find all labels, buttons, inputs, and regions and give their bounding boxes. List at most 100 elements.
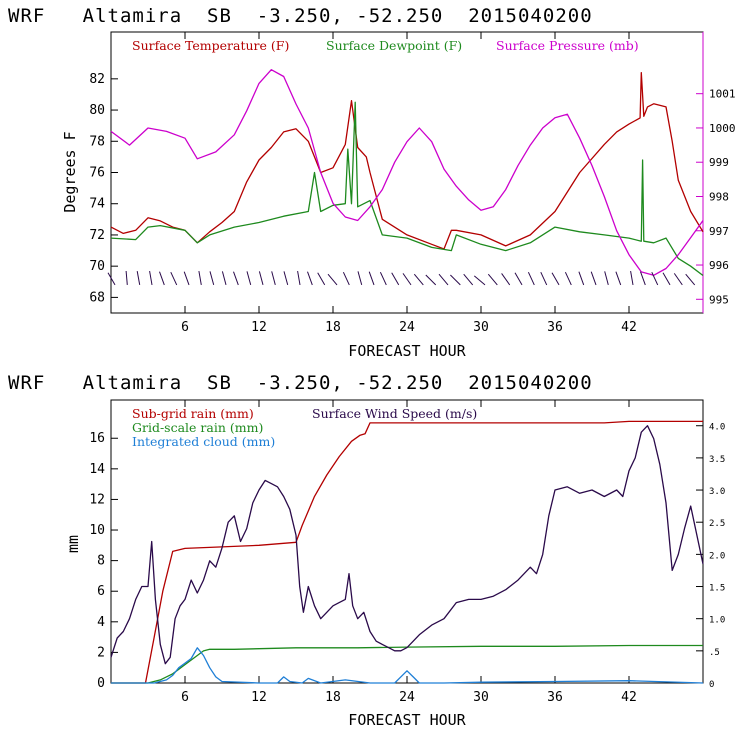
wind-barb (673, 273, 683, 286)
wind-barb (183, 271, 190, 286)
pressure-y-axis: 995 996 997 998 999 1000 1001 (696, 32, 736, 313)
temperature-y-axis-label: Degrees F (61, 131, 79, 212)
rain-x-axis: 6 12 18 24 30 36 42 (181, 400, 637, 705)
y-tick-label: 80 (89, 103, 105, 118)
wind-barb (198, 271, 202, 285)
gridscale-rain-line (111, 644, 703, 684)
x-tick-label: 6 (181, 690, 189, 705)
wind-barb (283, 271, 289, 286)
wind-barb (159, 271, 165, 286)
y-tick-label: 2 (97, 645, 105, 660)
y-tick-label: 68 (89, 290, 105, 305)
y-tick-label: 76 (89, 166, 105, 181)
wind-barb (170, 271, 178, 286)
wind-barb (258, 271, 264, 286)
y2-tick-label: 3.5 (709, 455, 725, 465)
wind-barb (527, 271, 535, 286)
legend-gridscale-rain: Grid-scale rain (mm) (132, 420, 263, 435)
legend-surface-dewpoint: Surface Dewpoint (F) (326, 38, 462, 53)
rain-x-axis-label: FORECAST HOUR (348, 711, 466, 729)
rain-legend: Sub-grid rain (mm) Surface Wind Speed (m… (132, 406, 477, 449)
pressure-line (110, 69, 704, 276)
rain-y-axis-label: mm (64, 535, 82, 553)
y2-tick-label: 996 (709, 259, 729, 272)
dewpoint-line (110, 101, 704, 277)
temperature-legend: Surface Temperature (F) Surface Dewpoint… (132, 38, 639, 53)
y2-tick-label: 4.0 (709, 423, 725, 433)
wind-barb (463, 273, 474, 286)
wind-barb (391, 272, 400, 286)
wind-barb (368, 271, 375, 286)
x-tick-label: 30 (473, 320, 489, 335)
wind-barb (438, 273, 449, 286)
y-tick-label: 4 (97, 615, 105, 630)
integrated-cloud-line (111, 647, 704, 684)
x-tick-label: 36 (547, 320, 563, 335)
wind-barb (307, 271, 313, 286)
legend-surface-wind-speed: Surface Wind Speed (m/s) (312, 406, 477, 421)
rain-series (110, 420, 704, 684)
wind-barb (317, 272, 326, 286)
wind-barb (662, 272, 671, 286)
y-tick-label: 14 (89, 462, 105, 477)
wind-barb (604, 271, 609, 286)
wind-barb (413, 273, 424, 286)
wind-barb (651, 271, 659, 286)
wind-barb (136, 271, 141, 285)
temperature-line (110, 71, 704, 250)
temperature-panel-title: WRF Altamira SB -3.250, -52.250 20150402… (8, 5, 593, 27)
y2-tick-label: 1000 (709, 122, 736, 135)
rain-panel-title: WRF Altamira SB -3.250, -52.250 20150402… (8, 372, 593, 394)
wind-barb (501, 273, 511, 286)
wind-barb (125, 270, 128, 285)
x-tick-label: 18 (325, 320, 341, 335)
wind-barb (246, 271, 252, 286)
wind-barb (640, 271, 646, 286)
x-tick-label: 18 (325, 690, 341, 705)
wind-barb (685, 273, 696, 286)
temperature-x-axis-label: FORECAST HOUR (348, 342, 466, 360)
wind-barb (590, 271, 597, 286)
x-tick-label: 36 (547, 690, 563, 705)
y-tick-label: 72 (89, 228, 105, 243)
x-tick-label: 24 (399, 690, 415, 705)
wind-barb (578, 271, 585, 286)
wind-barb (209, 271, 215, 286)
wind-barb (107, 272, 116, 286)
wind-barbs (107, 270, 696, 286)
y-tick-label: 8 (97, 554, 105, 569)
y2-tick-label: 998 (709, 190, 729, 203)
wind-barb (233, 271, 239, 286)
y-tick-label: 12 (89, 492, 105, 507)
y-tick-label: 70 (89, 259, 105, 274)
wind-speed-line (110, 425, 704, 665)
wind-barb (379, 271, 387, 286)
wind-barb (473, 275, 486, 286)
y2-tick-label: 1.5 (709, 584, 725, 594)
x-tick-label: 42 (621, 690, 637, 705)
wind-barb (221, 271, 227, 286)
y-tick-label: 0 (97, 676, 105, 691)
y2-tick-label: 0 (709, 680, 714, 690)
legend-subgrid-rain: Sub-grid rain (mm) (132, 406, 254, 421)
x-tick-label: 42 (621, 320, 637, 335)
temperature-panel: WRF Altamira SB -3.250, -52.250 20150402… (8, 5, 736, 360)
wind-barb (630, 271, 634, 285)
wind-barb (297, 271, 301, 285)
wind-barb (551, 272, 560, 286)
legend-surface-pressure: Surface Pressure (mb) (496, 38, 639, 53)
wind-barb (514, 272, 523, 286)
y2-tick-label: 3.0 (709, 487, 725, 497)
rain-panel: WRF Altamira SB -3.250, -52.250 20150402… (8, 372, 725, 729)
wind-speed-y-axis: 0 .5 1.0 1.5 2.0 2.5 3.0 3.5 4.0 (696, 423, 725, 690)
wind-barb (564, 271, 572, 286)
legend-surface-temperature: Surface Temperature (F) (132, 38, 289, 53)
wind-barb (342, 271, 350, 286)
y2-tick-label: 2.5 (709, 519, 725, 529)
x-tick-label: 6 (181, 320, 189, 335)
temperature-y-axis: 68 70 72 74 76 78 80 82 (89, 72, 118, 305)
x-tick-label: 12 (251, 690, 267, 705)
wind-barb (149, 271, 153, 285)
wind-barb (425, 274, 437, 286)
temperature-x-axis: 6 12 18 24 30 36 42 (181, 32, 637, 335)
